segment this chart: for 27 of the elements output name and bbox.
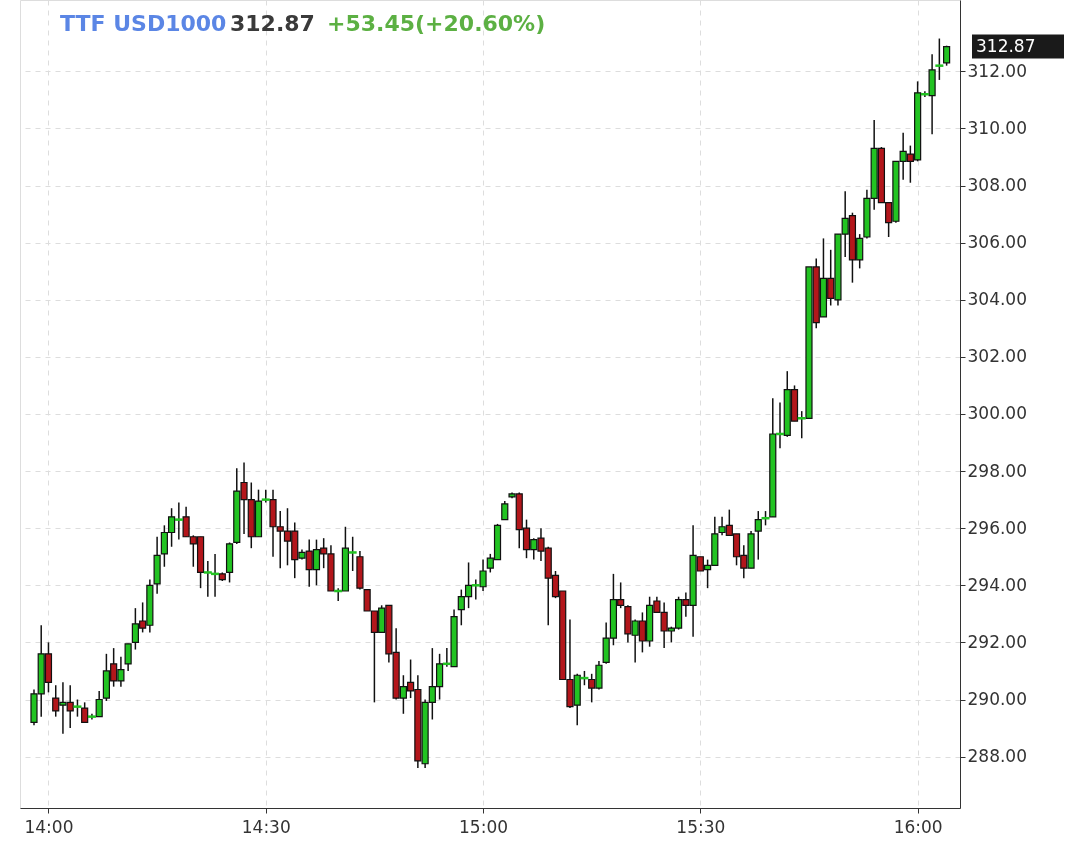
text: 312.87 [976,35,1036,56]
x-tick-label: 15:30 [676,816,726,837]
x-tick-label: 14:00 [24,816,74,837]
y-tick-label: 306.00 [967,232,1027,253]
y-tick-label: 302.00 [967,346,1027,367]
candlestick [754,510,762,561]
candlestick [124,643,132,672]
y-tick-label: 312.00 [967,60,1027,81]
y-tick-label: 310.00 [967,117,1027,138]
x-tick-label: 15:00 [459,816,509,837]
y-tick-label: 292.00 [967,631,1027,652]
y-tick-label: 288.00 [967,746,1027,767]
y-tick-label: 290.00 [967,689,1027,710]
candlestick [501,500,509,521]
candlestick [935,37,944,81]
text: TTF USD1000 [60,11,227,36]
y-tick-label: 296.00 [967,517,1027,538]
y-tick-label: 300.00 [967,403,1027,424]
y-tick-label: 304.00 [967,289,1027,310]
x-tick-label: 14:30 [241,816,291,837]
annotation: +53.45(+20.60%) [327,11,546,36]
annotation: 312.87 [230,11,315,36]
y-tick-label: 308.00 [967,175,1027,196]
candlestick [81,701,89,724]
y-tick-label: 298.00 [967,460,1027,481]
x-tick-label: 16:00 [893,816,943,837]
y-tick-label: 294.00 [967,574,1027,595]
